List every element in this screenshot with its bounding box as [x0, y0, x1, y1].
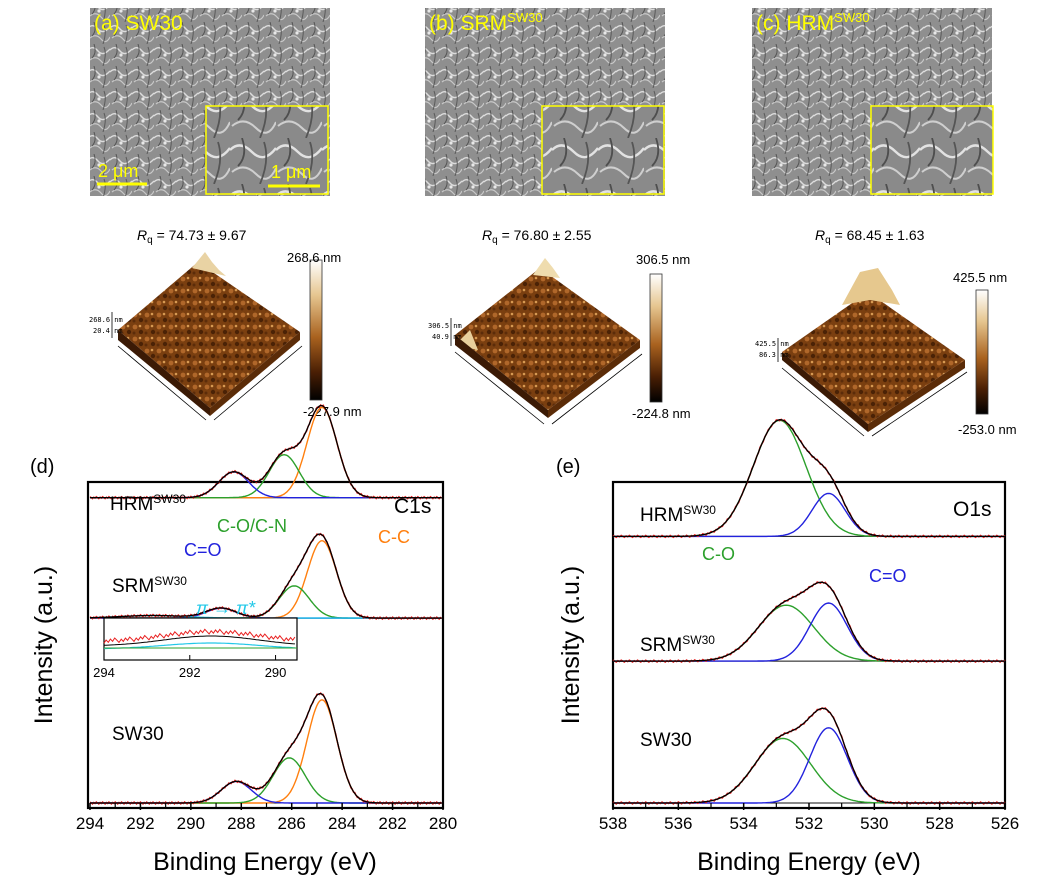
panel-tag-e: (e) — [556, 456, 580, 478]
sem-panel-a: (a) SW30 2 μm 1 μm — [90, 8, 330, 196]
y-axis-title-o1s: Intensity (a.u.) — [557, 566, 585, 724]
fit-envelope-srmsw30 — [613, 581, 1005, 662]
colorbar-max-a: 268.6 nm — [287, 250, 341, 265]
measured-spectrum-srmsw30 — [612, 580, 1006, 663]
inset-label-pi: π → π* — [196, 598, 256, 618]
afm-axis-top-a: 268.6 nm — [89, 316, 123, 324]
component-peak-hrmsw30-286.3 — [90, 453, 442, 499]
colorbar-c — [975, 289, 989, 415]
plot-frame-c1s — [86, 480, 445, 810]
colorbar-min-b: -224.8 nm — [632, 406, 691, 421]
afm-height-map-b — [455, 268, 640, 410]
inset-frame-pi — [103, 617, 298, 661]
inset-tick-label-292: 292 — [179, 665, 201, 680]
x-axis-o1s: 538 536 534 532 530 528 526 — [599, 803, 1019, 833]
measured-spectrum-sw30 — [612, 706, 1006, 805]
x-tick-label-536: 536 — [664, 814, 692, 833]
sem-label-a: (a) SW30 — [94, 12, 183, 35]
afm-panel-a: Rq = 74.73 ± 9.67 268.6 nm 20.4 nm 268.6… — [89, 227, 362, 421]
peak-label-c-c: C-C — [378, 527, 410, 547]
fit-envelope-srmsw30 — [90, 533, 442, 619]
fit-envelope-sw30 — [613, 707, 1005, 804]
afm-axis-top-b: 306.5 nm — [428, 322, 462, 330]
sample-label-sw30-c1s: SW30 — [112, 724, 164, 745]
afm-axis-mid-c: 86.3 nm — [759, 351, 789, 359]
x-tick-label-292: 292 — [126, 814, 154, 833]
x-tick-label-282: 282 — [378, 814, 406, 833]
sample-label-sw30-o1s: SW30 — [640, 730, 692, 751]
inset-tick-label-294: 294 — [93, 665, 115, 680]
sample-label-srm-c1s: SRMSW30 — [112, 574, 187, 597]
component-peak-sw30-286.1 — [90, 757, 442, 804]
x-tick-label-286: 286 — [278, 814, 306, 833]
peak-label-c-double-o: C=O — [184, 540, 222, 560]
y-axis-title-c1s: Intensity (a.u.) — [30, 566, 58, 724]
x-tick-label-530: 530 — [860, 814, 888, 833]
sample-label-hrm-o1s: HRMSW30 — [640, 503, 716, 526]
sample-label-srm-o1s: SRMSW30 — [640, 633, 715, 656]
inset-tick-label-290: 290 — [265, 665, 287, 680]
sem-label-b: (b) SRMSW30 — [429, 10, 543, 35]
x-tick-label-532: 532 — [795, 814, 823, 833]
inset-measured — [103, 628, 296, 644]
sem-label-c: (c) HRMSW30 — [756, 10, 870, 35]
colorbar-max-b: 306.5 nm — [636, 252, 690, 267]
measured-spectrum-hrmsw30 — [89, 403, 443, 500]
x-tick-label-280: 280 — [429, 814, 457, 833]
x-tick-label-534: 534 — [729, 814, 757, 833]
sem-inset-b — [541, 105, 665, 195]
x-axis-title-c1s: Binding Energy (eV) — [153, 848, 377, 876]
region-label-o1s: O1s — [953, 498, 992, 521]
sem-inset-c — [870, 105, 994, 195]
colorbar-b — [649, 273, 663, 403]
peak-label-c-o-c-n: C-O/C-N — [217, 516, 287, 536]
afm-height-map-c — [782, 292, 965, 424]
colorbar-a — [309, 259, 323, 401]
sample-label-hrm-c1s: HRMSW30 — [110, 492, 186, 515]
x-tick-label-284: 284 — [328, 814, 356, 833]
panel-tag-d: (d) — [30, 456, 54, 478]
fit-envelope-hrmsw30 — [613, 419, 1005, 538]
component-peak-hrmsw30-284.8 — [90, 406, 442, 499]
fit-envelope-sw30 — [90, 692, 442, 804]
scale-label-inset: 1 μm — [271, 162, 311, 182]
x-tick-label-528: 528 — [925, 814, 953, 833]
roughness-label-b: Rq = 76.80 ± 2.55 — [482, 227, 592, 246]
x-tick-label-294: 294 — [76, 814, 104, 833]
sem-panel-b: (b) SRMSW30 — [425, 8, 665, 196]
afm-axis-top-c: 425.5 nm — [755, 340, 789, 348]
sem-panel-c: (c) HRMSW30 — [752, 8, 994, 196]
afm-axis-mid-a: 20.4 nm — [93, 327, 123, 335]
inset-x-axis: 294 292 290 — [93, 655, 286, 680]
afm-panel-c: Rq = 68.45 ± 1.63 425.5 nm 86.3 nm 425.5… — [755, 227, 1017, 437]
peak-label-c-double-o-o1s: C=O — [869, 566, 907, 586]
x-tick-label-288: 288 — [227, 814, 255, 833]
afm-height-map-a — [118, 262, 300, 408]
x-axis-title-o1s: Binding Energy (eV) — [697, 848, 921, 876]
sem-inset-a — [205, 105, 329, 195]
xps-panel-c1s: (d) C1s HRMSW30 SRMSW30 SW30 C=O C-O/C-N… — [30, 403, 457, 876]
fit-envelope-hrmsw30 — [90, 404, 442, 499]
region-label-c1s: C1s — [394, 495, 431, 518]
afm-axis-mid-b: 40.9 nm — [432, 333, 462, 341]
afm-panel-b: Rq = 76.80 ± 2.55 306.5 nm 40.9 nm 306.5… — [428, 227, 691, 425]
peak-label-c-o-o1s: C-O — [702, 544, 735, 564]
colorbar-max-c: 425.5 nm — [953, 270, 1007, 285]
x-tick-label-538: 538 — [599, 814, 627, 833]
x-tick-label-526: 526 — [991, 814, 1019, 833]
roughness-label-a: Rq = 74.73 ± 9.67 — [137, 227, 247, 246]
inset-spectra-pi — [103, 628, 297, 650]
xps-panel-o1s: (e) O1s HRMSW30 SRMSW30 SW30 C-O C=O 538… — [556, 418, 1019, 876]
inset-pi-component — [104, 642, 295, 650]
colorbar-min-c: -253.0 nm — [958, 422, 1017, 437]
x-axis-c1s: 294 292 290 288 286 284 282 280 — [76, 803, 457, 833]
x-tick-label-290: 290 — [177, 814, 205, 833]
scale-label-main: 2 μm — [98, 161, 138, 181]
inset-fit — [104, 635, 295, 646]
roughness-label-c: Rq = 68.45 ± 1.63 — [815, 227, 925, 246]
